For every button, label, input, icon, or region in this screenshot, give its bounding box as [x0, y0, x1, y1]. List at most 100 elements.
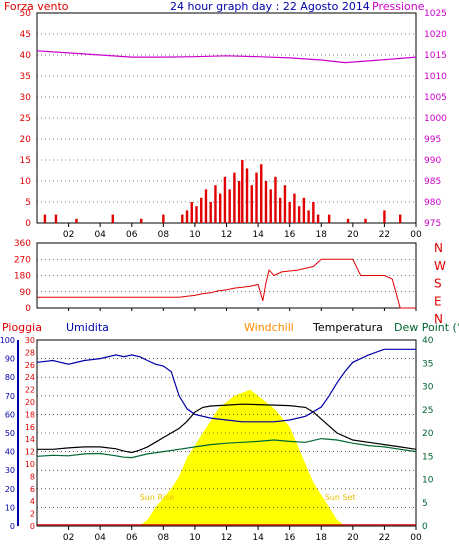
wind-y-tick-label: 30: [20, 93, 32, 103]
wind-bar: [204, 189, 208, 223]
wind-x-tick-label: 10: [189, 230, 201, 240]
wind-bar: [54, 214, 58, 223]
wind-y-tick-label: 0: [25, 219, 31, 229]
temperature-y-tick-label: 10: [422, 476, 434, 486]
rain-y-tick-label: 22: [25, 386, 35, 395]
rain-y-tick-label: 24: [25, 373, 35, 382]
wind-bar: [316, 214, 320, 223]
humidity-x-tick-label: 16: [284, 533, 296, 543]
wind-bar: [293, 193, 296, 223]
pressure-y-tick-label: 1020: [424, 30, 447, 40]
temperature-y-tick-label: 25: [422, 406, 433, 416]
direction-line: [37, 258, 416, 309]
pressure-y-tick-label: 1015: [424, 51, 447, 61]
wind-y-tick-label: 45: [20, 30, 31, 40]
wind-bar: [223, 176, 227, 223]
rain-y-tick-label: 28: [25, 348, 35, 357]
wind-bar: [245, 168, 249, 223]
humidity-y-tick-label: 80: [5, 373, 15, 382]
pressure-y-tick-label: 995: [424, 135, 441, 145]
direction-y-tick-label: 90: [20, 288, 32, 298]
wind-bar: [162, 214, 165, 223]
legend-rain: Pioggia: [2, 321, 42, 334]
wind-bar: [327, 214, 331, 223]
humidity-x-tick-label: 18: [316, 533, 328, 543]
pressure-line: [36, 50, 417, 64]
wind-y-tick-label: 10: [20, 177, 32, 187]
humidity-x-tick-label: 06: [126, 533, 138, 543]
humidity-x-tick-label: 04: [94, 533, 106, 543]
wind-bar: [297, 206, 301, 223]
wind-bar: [43, 214, 47, 223]
wind-y-tick-label: 40: [20, 51, 32, 61]
humidity-y-tick-label: 10: [5, 503, 15, 512]
wind-x-tick-label: 12: [221, 230, 232, 240]
humidity-y-tick-label: 0: [10, 522, 15, 531]
temperature-y-tick-label: 5: [422, 499, 428, 509]
wind-pressure-chart: 0510152025303540455097598098599099510001…: [20, 9, 448, 240]
pressure-y-tick-label: 1010: [424, 72, 447, 82]
compass-label: E: [434, 294, 442, 308]
wind-bar: [312, 202, 315, 223]
compass-label: N: [434, 312, 443, 326]
sunset-label: Sun Set: [325, 493, 356, 502]
humidity-y-tick-label: 40: [5, 448, 15, 457]
wind-bar: [241, 160, 244, 223]
wind-x-tick-label: 20: [347, 230, 359, 240]
humidity-x-tick-label: 02: [63, 533, 74, 543]
rain-y-tick-label: 2: [30, 510, 35, 519]
wind-bar: [383, 210, 386, 223]
series-temperatura-line: [37, 403, 417, 454]
wind-x-tick-label: 18: [316, 230, 328, 240]
wind-bar: [233, 172, 236, 223]
wind-bar: [346, 218, 350, 223]
wind-bar: [250, 185, 253, 223]
wind-x-tick-label: 14: [252, 230, 264, 240]
direction-y-tick-label: 270: [14, 255, 31, 265]
wind-axis-title: Forza vento: [4, 0, 69, 13]
humidity-x-tick-label: 14: [252, 533, 264, 543]
humidity-y-tick-label: 70: [5, 392, 15, 401]
temperature-y-tick-label: 40: [422, 336, 434, 346]
pressure-y-tick-label: 1025: [424, 9, 447, 19]
rain-y-tick-label: 0: [30, 522, 35, 531]
humidity-y-tick-label: 20: [5, 485, 15, 494]
direction-y-tick-label: 0: [25, 304, 31, 314]
rain-y-tick-label: 16: [25, 423, 35, 432]
wind-bar: [75, 218, 78, 223]
wind-bar: [264, 181, 268, 223]
wind-bar: [195, 206, 198, 223]
legend-temperature: Temperatura: [312, 321, 383, 334]
humidity-x-tick-label: 22: [379, 533, 390, 543]
wind-x-tick-label: 06: [126, 230, 138, 240]
rain-y-tick-label: 26: [25, 361, 35, 370]
humidity-x-tick-label: 10: [189, 533, 201, 543]
wind-x-tick-label: 02: [63, 230, 74, 240]
wind-bar: [302, 197, 306, 223]
wind-bar: [255, 172, 258, 223]
wind-bar: [288, 202, 291, 223]
direction-y-tick-label: 180: [14, 272, 31, 282]
wind-y-tick-label: 50: [20, 9, 32, 19]
humidity-y-tick-label: 30: [5, 466, 15, 475]
temperature-y-tick-label: 15: [422, 452, 433, 462]
legend-dewpoint: Dew Point (°C: [394, 321, 459, 334]
wind-y-tick-label: 15: [20, 156, 31, 166]
wind-bar: [364, 218, 367, 223]
pressure-y-tick-label: 1000: [424, 114, 447, 124]
humidity-temperature-chart: 0102030405060708090100024681012141618202…: [0, 336, 434, 543]
wind-bar: [278, 197, 282, 223]
direction-y-tick-label: 360: [14, 239, 31, 249]
rain-y-tick-label: 8: [30, 472, 35, 481]
humidity-y-tick-label: 90: [5, 355, 15, 364]
wind-bar: [260, 164, 263, 223]
pressure-y-tick-label: 990: [424, 156, 441, 166]
wind-x-tick-label: 22: [379, 230, 390, 240]
pressure-y-tick-label: 980: [424, 198, 441, 208]
rain-y-tick-label: 6: [30, 485, 35, 494]
wind-bar: [181, 214, 184, 223]
temperature-y-tick-label: 20: [422, 429, 434, 439]
humidity-x-tick-label: 12: [221, 533, 232, 543]
